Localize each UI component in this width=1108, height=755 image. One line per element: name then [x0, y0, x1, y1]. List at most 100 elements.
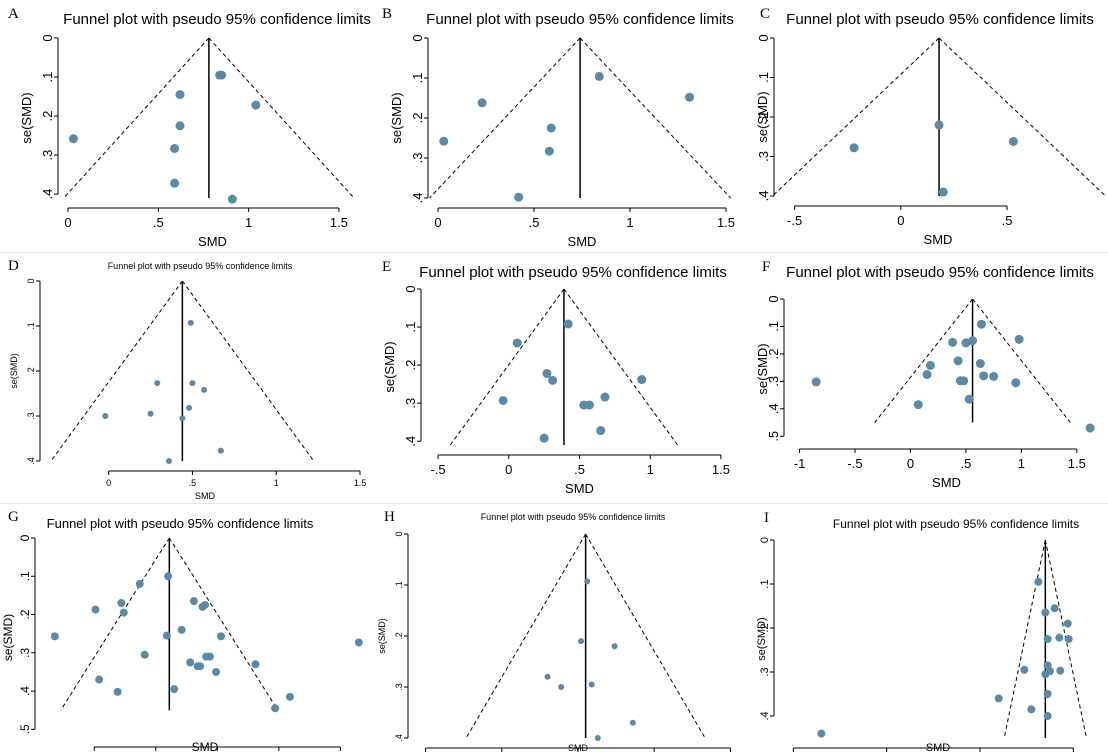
y-tick-label: .3: [40, 150, 55, 161]
study-point: [285, 692, 294, 701]
y-tick-label: 0: [403, 285, 418, 292]
y-tick-label: .1: [26, 322, 36, 330]
study-point: [1043, 690, 1052, 698]
study-point: [217, 447, 224, 454]
study-point: [140, 650, 149, 659]
study-point: [578, 638, 585, 645]
x-tick-label: 1: [1018, 456, 1025, 471]
study-point: [849, 143, 859, 153]
y-tick-label: .1: [410, 73, 425, 84]
panel-letter: C: [760, 6, 770, 22]
chart-title: Funnel plot with pseudo 95% confidence l…: [63, 11, 371, 28]
study-point: [117, 599, 126, 608]
x-tick-label: 1.5: [1068, 456, 1086, 471]
study-point: [439, 136, 449, 146]
y-tick-label: .4: [756, 191, 771, 202]
y-tick-label: .4: [766, 403, 781, 414]
study-point: [588, 681, 595, 688]
study-point: [968, 336, 978, 346]
confidence-limit-right: [563, 288, 678, 446]
confidence-limit-right: [585, 533, 706, 739]
x-tick-label: 1: [245, 215, 252, 230]
study-point: [811, 377, 821, 387]
x-tick-label: .5: [529, 215, 540, 230]
study-point: [170, 685, 179, 694]
study-point: [514, 192, 524, 202]
x-tick-label: 1.5: [354, 478, 367, 488]
study-point: [164, 572, 173, 581]
panel-letter: B: [382, 6, 392, 22]
funnel-panel-d: D Funnel plot with pseudo 95% confidence …: [0, 253, 375, 503]
study-point: [119, 608, 128, 617]
x-axis-label: SMD: [565, 481, 594, 496]
funnel-plot-svg: E Funnel plot with pseudo 95% confidence …: [382, 259, 730, 496]
y-tick-label: .3: [759, 667, 771, 676]
study-point: [584, 578, 591, 585]
y-tick-label: .2: [759, 623, 771, 632]
study-point: [113, 687, 122, 696]
y-tick-label: .4: [759, 711, 771, 720]
y-tick-label: .3: [18, 647, 32, 657]
y-axis-label: se(SMD): [755, 343, 770, 394]
study-point: [913, 400, 923, 410]
x-axis-label: SMD: [924, 232, 953, 247]
funnel-panel-a: A Funnel plot with pseudo 95% confidence …: [0, 0, 375, 252]
x-tick-label: -.5: [847, 456, 862, 471]
x-tick-label: .5: [960, 456, 971, 471]
x-tick-label: .5: [1002, 213, 1013, 228]
study-point: [147, 410, 154, 417]
x-tick-label: 0: [106, 478, 111, 488]
study-point: [50, 632, 59, 641]
panel-letter: G: [8, 509, 19, 525]
study-point: [542, 368, 552, 378]
study-point: [685, 92, 695, 102]
funnel-panel-f: F Funnel plot with pseudo 95% confidence …: [754, 253, 1108, 503]
study-point: [548, 375, 558, 385]
funnel-plot-svg: H Funnel plot with pseudo 95% confidence …: [377, 509, 731, 753]
y-tick-label: .1: [766, 321, 781, 332]
confidence-limit-right: [938, 37, 1106, 197]
chart-title: Funnel plot with pseudo 95% confidence l…: [833, 517, 1079, 531]
study-point: [177, 625, 186, 634]
y-tick-label: 0: [394, 531, 404, 536]
x-tick-label: -1: [794, 456, 806, 471]
panel-letter: D: [8, 258, 19, 274]
study-point: [175, 121, 185, 131]
study-point: [1011, 378, 1021, 388]
funnel-plot-svg: D Funnel plot with pseudo 95% confidence …: [8, 258, 367, 501]
panel-divider: [0, 503, 1108, 504]
study-point: [584, 400, 594, 410]
funnel-panel-c: C Funnel plot with pseudo 95% confidence …: [754, 0, 1108, 252]
funnel-plot-svg: B Funnel plot with pseudo 95% confidence …: [382, 6, 735, 249]
chart-title: Funnel plot with pseudo 95% confidence l…: [786, 264, 1094, 281]
study-point: [186, 658, 195, 667]
study-point: [212, 667, 221, 676]
y-tick-label: 0: [18, 534, 32, 541]
funnel-plot-svg: G Funnel plot with pseudo 95% confidence …: [1, 509, 363, 755]
x-axis-label: SMD: [195, 491, 216, 501]
study-point: [189, 380, 196, 387]
confidence-limit-left: [465, 533, 587, 739]
study-point: [95, 675, 104, 684]
study-point: [629, 719, 636, 726]
x-axis-label: SMD: [926, 742, 951, 754]
study-point: [922, 369, 932, 379]
y-axis-label: se(SMD): [1, 614, 15, 661]
x-axis-label: SMD: [932, 475, 961, 490]
study-point: [594, 735, 601, 741]
study-point: [205, 652, 214, 661]
confidence-limit-right: [579, 37, 731, 199]
study-point: [354, 638, 363, 647]
confidence-limit-left: [772, 37, 940, 197]
y-tick-label: .3: [394, 683, 404, 691]
chart-title: Funnel plot with pseudo 95% confidence l…: [108, 261, 293, 271]
study-point: [271, 704, 280, 713]
confidence-limit-left: [874, 298, 973, 423]
study-point: [154, 380, 161, 387]
chart-title: Funnel plot with pseudo 95% confidence l…: [419, 264, 727, 281]
study-point: [477, 98, 487, 108]
confidence-limit-left: [50, 280, 183, 462]
study-point: [1027, 705, 1036, 714]
x-axis-label: SMD: [568, 743, 589, 753]
y-tick-label: .5: [766, 431, 781, 442]
